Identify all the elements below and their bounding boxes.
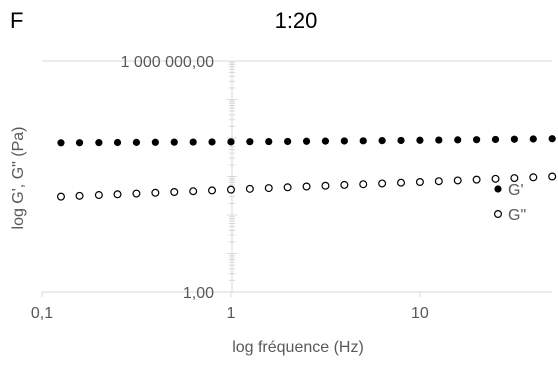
legend-marker-g-prime: [494, 185, 502, 193]
data-point-g-prime: [359, 137, 367, 145]
legend: G' G": [494, 182, 526, 224]
y-tick-labels: 1,00 1 000 000,00: [121, 54, 215, 302]
data-point-g-prime: [416, 136, 424, 144]
data-point-g-double-prime: [75, 191, 84, 200]
data-point-g-prime: [265, 137, 273, 146]
data-point-g-double-prime: [359, 180, 368, 189]
data-point-g-prime: [75, 139, 84, 147]
data-point-g-prime: [548, 135, 556, 143]
data-point-g-double-prime: [226, 185, 235, 194]
panel-letter: F: [10, 8, 23, 33]
x-tick-labels: 0,1 1 10: [31, 305, 429, 322]
x-axis-label: log fréquence (Hz): [232, 339, 364, 356]
data-point-g-prime: [170, 138, 178, 146]
y-axis-label: log G', G" (Pa): [10, 127, 27, 230]
chart-title: 1:20: [275, 8, 318, 33]
data-point-g-prime: [57, 139, 65, 147]
data-point-g-double-prime: [529, 173, 538, 182]
data-point-g-prime: [378, 137, 386, 145]
data-point-g-double-prime: [283, 183, 292, 192]
y-tick-label: 1 000 000,00: [121, 54, 215, 71]
data-point-g-double-prime: [453, 176, 462, 185]
data-point-g-double-prime: [548, 172, 557, 181]
data-point-g-double-prime: [56, 192, 65, 201]
data-point-g-prime: [321, 137, 330, 145]
data-point-g-prime: [189, 138, 197, 146]
data-point-g-prime: [246, 138, 254, 146]
data-point-g-prime: [529, 135, 537, 143]
data-point-g-prime: [491, 135, 500, 144]
data-point-g-double-prime: [397, 178, 406, 187]
data-point-g-prime: [95, 139, 103, 147]
legend-label-g-prime: G': [508, 182, 524, 199]
data-points: [56, 135, 557, 201]
data-point-g-double-prime: [208, 186, 217, 195]
data-point-g-double-prime: [472, 175, 481, 184]
data-point-g-prime: [208, 138, 216, 146]
data-point-g-double-prime: [245, 184, 254, 193]
data-point-g-double-prime: [189, 187, 198, 196]
x-tick-label: 0,1: [31, 305, 53, 322]
data-point-g-double-prime: [113, 190, 122, 199]
data-point-g-prime: [340, 137, 348, 145]
data-point-g-double-prime: [151, 188, 160, 197]
data-point-g-double-prime: [321, 181, 330, 190]
legend-marker-g-double-prime: [494, 210, 503, 219]
data-point-g-prime: [151, 138, 159, 146]
data-point-g-double-prime: [415, 177, 424, 186]
legend-label-g-double-prime: G": [508, 207, 526, 224]
data-point-g-prime: [397, 136, 405, 145]
data-point-g-double-prime: [434, 177, 443, 186]
data-point-g-prime: [454, 136, 462, 144]
y-tick-label: 1,00: [183, 285, 214, 302]
data-point-g-double-prime: [340, 180, 349, 189]
data-point-g-prime: [113, 138, 122, 147]
data-point-g-double-prime: [510, 174, 519, 183]
data-point-g-prime: [227, 138, 235, 146]
data-point-g-prime: [472, 136, 481, 144]
data-point-g-double-prime: [491, 174, 500, 183]
data-point-g-prime: [302, 137, 311, 145]
x-tick-label: 1: [227, 305, 236, 322]
data-point-g-double-prime: [302, 182, 311, 191]
data-point-g-double-prime: [170, 187, 179, 196]
data-point-g-prime: [435, 136, 443, 144]
data-point-g-double-prime: [378, 179, 387, 188]
data-point-g-prime: [510, 135, 518, 143]
data-point-g-double-prime: [94, 191, 103, 200]
data-point-g-double-prime: [264, 184, 273, 193]
x-tick-label: 10: [411, 305, 429, 322]
data-point-g-double-prime: [132, 189, 141, 198]
data-point-g-prime: [284, 137, 292, 146]
data-point-g-prime: [132, 138, 141, 146]
